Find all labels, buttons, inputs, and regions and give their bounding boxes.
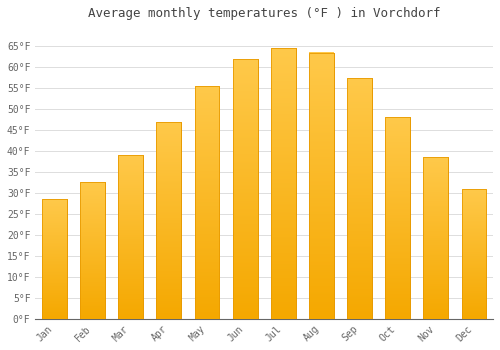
Bar bbox=[462, 189, 486, 318]
Bar bbox=[194, 86, 220, 318]
Bar bbox=[80, 182, 105, 318]
Title: Average monthly temperatures (°F ) in Vorchdorf: Average monthly temperatures (°F ) in Vo… bbox=[88, 7, 441, 20]
Bar bbox=[271, 48, 295, 318]
Bar bbox=[194, 86, 220, 318]
Bar bbox=[271, 48, 295, 318]
Bar bbox=[309, 52, 334, 318]
Bar bbox=[309, 52, 334, 318]
Bar bbox=[42, 199, 67, 318]
Bar bbox=[462, 189, 486, 318]
Bar bbox=[156, 122, 181, 318]
Bar bbox=[424, 157, 448, 318]
Bar bbox=[232, 59, 258, 318]
Bar bbox=[42, 199, 67, 318]
Bar bbox=[232, 59, 258, 318]
Bar bbox=[386, 118, 410, 319]
Bar bbox=[80, 182, 105, 318]
Bar bbox=[118, 155, 143, 318]
Bar bbox=[156, 122, 181, 318]
Bar bbox=[386, 118, 410, 319]
Bar bbox=[347, 78, 372, 318]
Bar bbox=[424, 157, 448, 318]
Bar bbox=[118, 155, 143, 318]
Bar bbox=[347, 78, 372, 318]
